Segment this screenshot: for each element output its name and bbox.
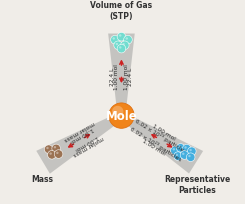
Polygon shape [119, 113, 203, 174]
Circle shape [122, 44, 125, 46]
Circle shape [56, 152, 59, 154]
Circle shape [126, 38, 128, 40]
Text: Mole: Mole [106, 110, 137, 123]
Circle shape [54, 150, 63, 159]
Circle shape [182, 153, 184, 155]
Text: 1.00 mol: 1.00 mol [124, 64, 129, 90]
Circle shape [116, 44, 118, 46]
Circle shape [52, 144, 61, 153]
Text: 22.4 L: 22.4 L [128, 68, 133, 86]
Circle shape [46, 147, 49, 150]
Text: 1.00 mol: 1.00 mol [69, 126, 94, 143]
Circle shape [48, 151, 56, 159]
Circle shape [111, 36, 119, 45]
Circle shape [180, 151, 189, 160]
Circle shape [112, 38, 115, 40]
Circle shape [174, 152, 182, 161]
Circle shape [183, 145, 191, 153]
Text: 1.00 mol: 1.00 mol [74, 134, 98, 151]
Circle shape [172, 148, 175, 151]
Circle shape [49, 153, 52, 155]
Circle shape [112, 106, 123, 118]
Text: Representative
Particles: Representative Particles [164, 175, 230, 194]
Circle shape [186, 153, 195, 162]
Circle shape [121, 42, 129, 50]
Circle shape [187, 147, 196, 156]
Circle shape [124, 36, 132, 45]
Text: molar mass: molar mass [72, 135, 104, 157]
Circle shape [176, 144, 185, 152]
Text: 22.4 L: 22.4 L [110, 68, 115, 86]
Circle shape [176, 154, 178, 156]
Circle shape [188, 155, 191, 157]
Text: molar mass: molar mass [63, 120, 96, 142]
Circle shape [117, 33, 126, 42]
Text: Volume of Gas
(STP): Volume of Gas (STP) [90, 1, 152, 20]
Circle shape [119, 35, 122, 38]
Text: 1.00 mol: 1.00 mol [114, 64, 119, 90]
Circle shape [189, 149, 192, 152]
Circle shape [114, 42, 122, 50]
Circle shape [54, 146, 56, 149]
Polygon shape [108, 34, 135, 116]
Circle shape [119, 47, 122, 49]
Text: 6.02 x 10²³ particles: 6.02 x 10²³ particles [129, 125, 183, 161]
Text: Mass: Mass [31, 175, 53, 183]
Polygon shape [36, 113, 123, 174]
Circle shape [117, 45, 126, 54]
Text: 6.02 x 10²³ particles: 6.02 x 10²³ particles [135, 117, 188, 154]
Circle shape [109, 103, 134, 129]
Circle shape [178, 146, 181, 148]
Circle shape [44, 145, 53, 154]
Circle shape [184, 146, 187, 149]
Text: 1.00 mol: 1.00 mol [151, 123, 176, 141]
Text: 1.00 mol: 1.00 mol [142, 138, 166, 156]
Circle shape [171, 146, 179, 155]
